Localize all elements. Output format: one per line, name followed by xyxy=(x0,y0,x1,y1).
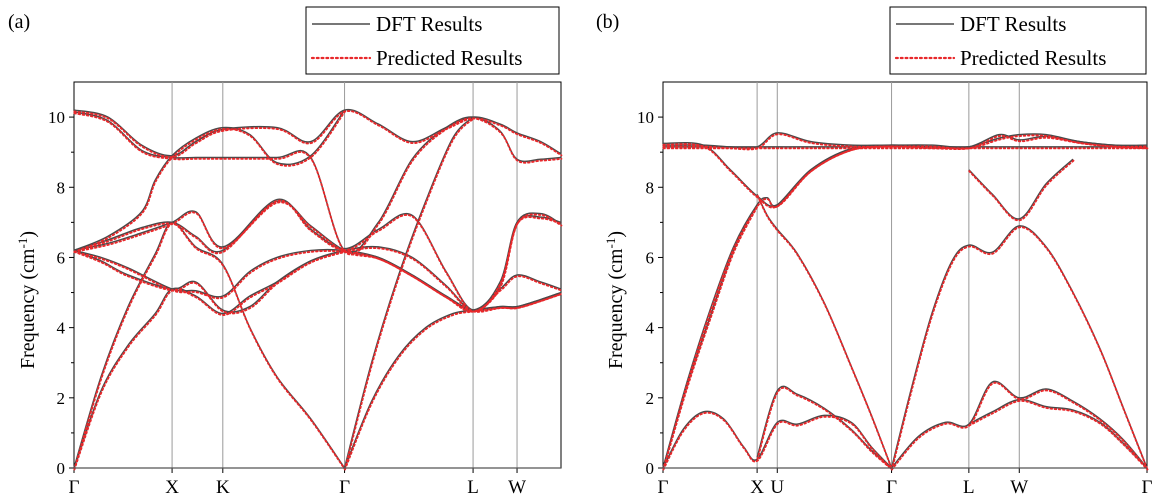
panel-b-x-tick-label-2: U xyxy=(770,477,784,498)
panel-b-x-tick-label-5: W xyxy=(1010,477,1028,498)
panel-b-predicted-band-10 xyxy=(891,381,1149,471)
panel-a-dft-band-2 xyxy=(73,109,346,252)
panel-a-predicted-band-9 xyxy=(344,293,563,471)
panel-b-predicted-band-6 xyxy=(891,226,1149,471)
panel-a-y-axis-label: Frequency (cm-1) xyxy=(15,231,40,369)
panel-b-predicted-band-3 xyxy=(662,145,893,471)
panel-b-symmetry-lines xyxy=(756,82,1020,468)
panel-b-dft-band-10 xyxy=(890,380,1148,469)
panel-b-x-tick-label-3: Γ xyxy=(886,477,897,498)
panel-b-y-axis-label: Frequency (cm-1) xyxy=(603,231,628,369)
panel-b-y-tick-label-3: 6 xyxy=(646,248,655,267)
panel-a-x-tick-label-0: Γ xyxy=(69,477,80,498)
panel-b-legend-box xyxy=(889,6,1147,75)
panel-b-dft-band-2 xyxy=(662,133,1148,207)
panel-a-legend: DFT Results Predicted Results xyxy=(305,6,560,75)
panel-a-y-tick-label-1: 2 xyxy=(57,389,66,408)
panel-a-x-tick-label-3: Γ xyxy=(339,477,350,498)
panel-a-y-tick-label-5: 10 xyxy=(48,108,65,127)
panel-a-predicted-band-2 xyxy=(73,110,346,253)
panel-a-y-tick-label-0: 0 xyxy=(57,459,66,478)
panel-a-dft-band-3 xyxy=(73,198,562,311)
panel-a-x-tick-label-1: X xyxy=(165,477,179,498)
panel-b-x-tick-label-1: X xyxy=(750,477,764,498)
panel-a-y-tick-label-2: 4 xyxy=(57,319,66,338)
panel-b-predicted-band-8 xyxy=(662,411,893,471)
panel-a-dft-band-9 xyxy=(343,291,562,469)
panel-b-predicted-band-4 xyxy=(662,205,759,471)
panel-b-predicted-band-7 xyxy=(968,159,1075,222)
panel-b-legend: DFT Results Predicted Results xyxy=(889,6,1147,75)
panel-a-predicted-band-8 xyxy=(73,222,346,471)
panel-b-dft-band-11 xyxy=(968,398,1148,469)
panel-a-y-tick-label-3: 6 xyxy=(57,248,66,267)
panel-b-predicted-band-11 xyxy=(968,400,1149,471)
panel-b-y-ticks: 0 2 4 6 8 10 xyxy=(637,108,663,478)
panel-b-label: (b) xyxy=(596,11,619,33)
panel-b-x-tick-label-6: Γ xyxy=(1142,477,1153,498)
panel-b-dft-band-7 xyxy=(968,158,1074,220)
panel-b-legend-dft-label: DFT Results xyxy=(960,12,1066,36)
panel-b-x-tick-label-4: L xyxy=(963,477,975,498)
panel-a-label: (a) xyxy=(8,11,30,33)
panel-a-predicted-band-3 xyxy=(73,199,563,313)
panel-b-y-tick-label-1: 2 xyxy=(646,389,655,408)
panel-a-legend-dft-label: DFT Results xyxy=(376,12,482,36)
panel-b-y-tick-label-2: 4 xyxy=(646,319,655,338)
panel-a-x-tick-label-4: L xyxy=(467,477,479,498)
panel-a-predicted-band-4 xyxy=(73,201,563,313)
panel-b-dft-band-4 xyxy=(662,204,758,469)
panel-a-dft-band-4 xyxy=(73,200,562,311)
panel-a-legend-predicted-label: Predicted Results xyxy=(376,46,522,70)
panel-a-x-tick-label-2: K xyxy=(216,477,230,498)
panel-a: (a) Frequency (cm-1) 0 2 4 6 8 10 Γ X K Γ L W DFT … xyxy=(8,6,563,498)
panel-a-dft-band-7 xyxy=(73,249,345,469)
panel-b-predicted-band-2 xyxy=(662,134,1149,209)
panel-b-y-tick-label-4: 8 xyxy=(646,178,655,197)
panel-b-y-tick-label-5: 10 xyxy=(637,108,654,127)
panel-a-predicted-band-7 xyxy=(73,250,346,471)
panel-a-plot-frame xyxy=(73,81,562,469)
panel-a-symmetry-lines xyxy=(171,82,518,468)
panel-a-y-ticks: 0 2 4 6 8 10 xyxy=(48,108,74,478)
panel-b-legend-predicted-label: Predicted Results xyxy=(960,46,1106,70)
panel-a-bands xyxy=(73,108,563,471)
panel-b-predicted-band-5 xyxy=(756,194,893,471)
panel-b-x-tick-label-0: Γ xyxy=(658,477,669,498)
panel-a-y-tick-label-4: 8 xyxy=(57,178,66,197)
panel-a-legend-box xyxy=(305,6,560,75)
panel-a-dft-band-8 xyxy=(73,221,346,469)
panel-a-predicted-band-10 xyxy=(344,117,475,471)
panel-b-bands xyxy=(662,132,1149,471)
panel-a-x-tick-label-5: W xyxy=(508,477,526,498)
panel-b-predicted-band-9 xyxy=(756,386,893,471)
panel-b-y-tick-label-0: 0 xyxy=(646,459,655,478)
